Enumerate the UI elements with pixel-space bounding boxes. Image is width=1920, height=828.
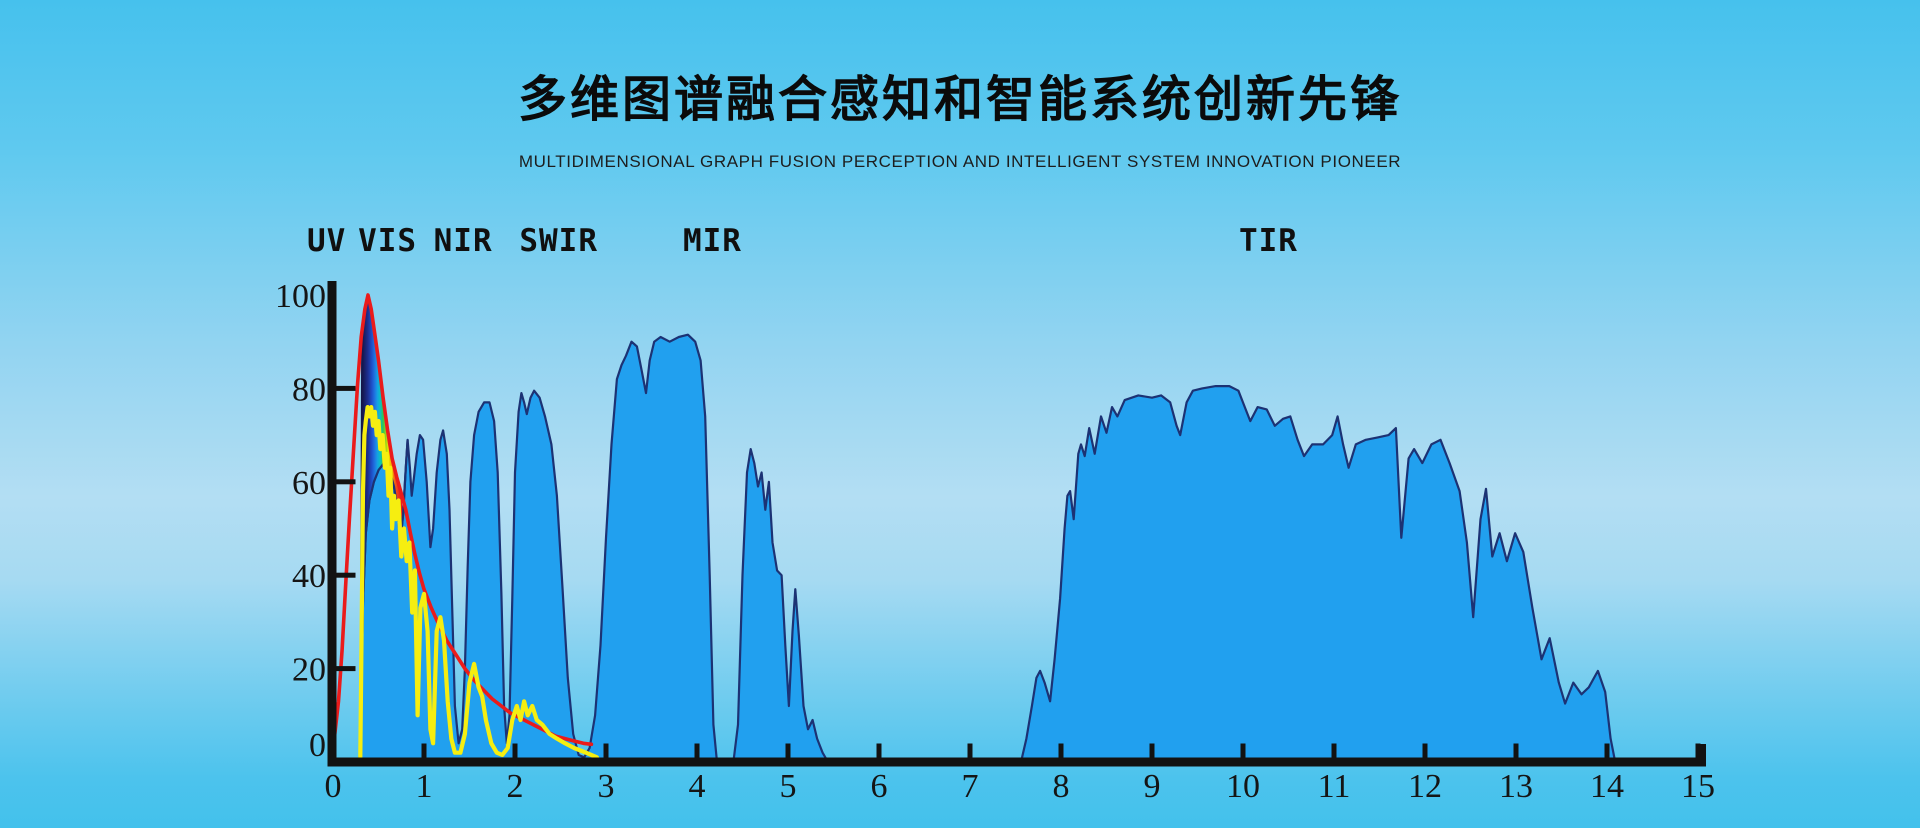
x-tick-label-4: 4 bbox=[689, 768, 706, 805]
y-tick-label-40: 40 bbox=[292, 558, 326, 595]
x-tick-15 bbox=[1695, 743, 1701, 758]
x-tick-label-1: 1 bbox=[416, 768, 433, 805]
x-tick-label-8: 8 bbox=[1053, 768, 1070, 805]
y-axis-line bbox=[327, 281, 337, 767]
x-tick-6 bbox=[876, 743, 882, 758]
x-tick-label-15: 15 bbox=[1681, 768, 1715, 805]
band-label-nir: NIR bbox=[434, 223, 493, 259]
solar-ground-curve bbox=[358, 405, 599, 760]
x-tick-7 bbox=[967, 743, 973, 758]
x-tick-label-2: 2 bbox=[507, 768, 524, 805]
y-tick-40 bbox=[336, 572, 356, 578]
x-tick-label-12: 12 bbox=[1408, 768, 1442, 805]
x-tick-10 bbox=[1240, 743, 1246, 758]
y-tick-60 bbox=[336, 479, 356, 485]
x-axis-end-cap bbox=[1700, 744, 1706, 762]
y-tick-label-20: 20 bbox=[292, 652, 326, 689]
x-tick-2 bbox=[512, 743, 518, 758]
x-axis-line bbox=[327, 757, 1706, 767]
x-tick-9 bbox=[1149, 743, 1155, 758]
x-tick-label-9: 9 bbox=[1144, 768, 1161, 805]
x-tick-8 bbox=[1058, 743, 1064, 758]
y-tick-label-0: 0 bbox=[309, 727, 326, 764]
x-tick-label-14: 14 bbox=[1590, 768, 1624, 805]
x-tick-label-7: 7 bbox=[962, 768, 979, 805]
x-tick-14 bbox=[1604, 743, 1610, 758]
x-tick-13 bbox=[1513, 743, 1519, 758]
x-tick-11 bbox=[1331, 743, 1337, 758]
x-tick-5 bbox=[785, 743, 791, 758]
x-tick-label-6: 6 bbox=[871, 768, 888, 805]
atmospheric-transmission-area bbox=[358, 333, 1636, 764]
band-label-mir: MIR bbox=[683, 223, 742, 259]
band-label-tir: TIR bbox=[1239, 223, 1298, 259]
page-subtitle: MULTIDIMENSIONAL GRAPH FUSION PERCEPTION… bbox=[518, 152, 1402, 171]
y-tick-label-80: 80 bbox=[292, 371, 326, 408]
x-tick-label-3: 3 bbox=[598, 768, 615, 805]
band-label-uv: UV bbox=[307, 223, 346, 259]
y-tick-label-60: 60 bbox=[292, 465, 326, 502]
x-tick-label-13: 13 bbox=[1499, 768, 1533, 805]
y-tick-20 bbox=[336, 666, 356, 672]
x-tick-1 bbox=[421, 743, 427, 758]
x-tick-label-11: 11 bbox=[1318, 768, 1351, 805]
x-tick-3 bbox=[603, 743, 609, 758]
y-tick-80 bbox=[336, 385, 356, 391]
band-label-swir: SWIR bbox=[519, 223, 598, 259]
page-title: 多维图谱融合感知和智能系统创新先锋 bbox=[517, 73, 1402, 127]
x-tick-label-0: 0 bbox=[325, 768, 342, 805]
solar-envelope-curve bbox=[333, 293, 594, 747]
x-tick-label-5: 5 bbox=[780, 768, 797, 805]
x-tick-4 bbox=[694, 743, 700, 758]
x-tick-12 bbox=[1422, 743, 1428, 758]
band-label-vis: VIS bbox=[358, 223, 417, 259]
y-tick-label-100: 100 bbox=[275, 278, 326, 315]
x-tick-label-10: 10 bbox=[1226, 768, 1260, 805]
